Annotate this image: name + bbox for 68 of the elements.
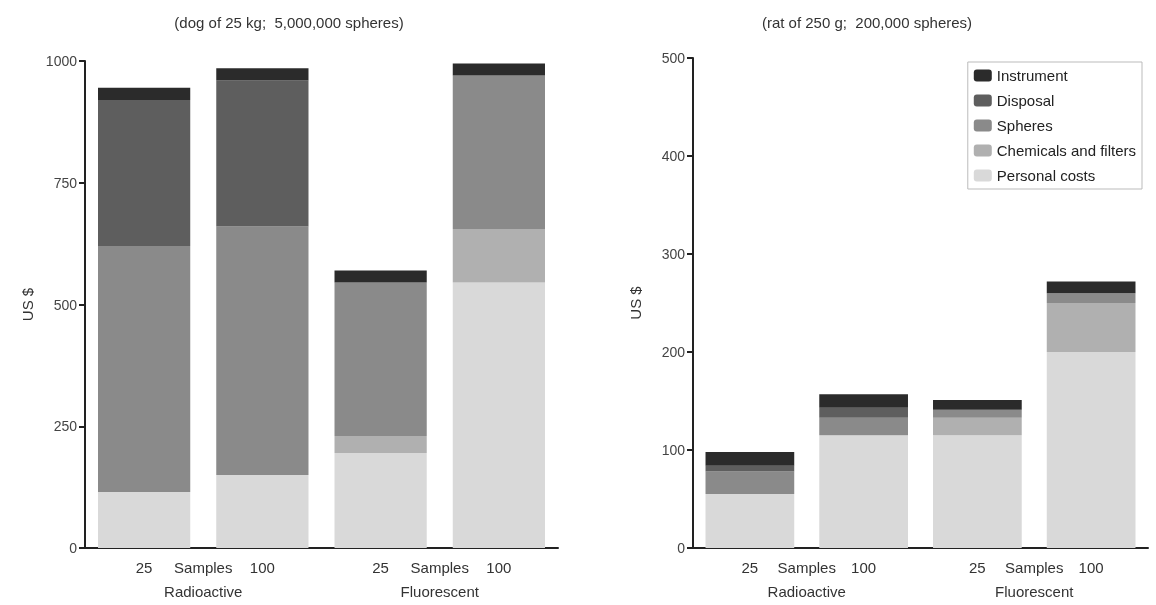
bar	[705, 494, 795, 548]
text: Radioactive	[767, 583, 846, 600]
bar	[819, 394, 908, 408]
x-tick-label: 25	[135, 559, 153, 576]
bar	[334, 435, 427, 454]
bar	[98, 492, 191, 548]
bar	[452, 282, 545, 548]
bar	[216, 80, 309, 227]
y-tick-label: 750	[53, 174, 78, 191]
y-tick-label: 1000	[45, 53, 78, 69]
legend-label: Chemicals and filters	[996, 142, 1136, 159]
bar	[819, 407, 908, 418]
y-tick-label: 500	[661, 50, 686, 66]
bar	[1046, 303, 1136, 352]
bar	[98, 246, 191, 492]
y-tick-label: 250	[53, 418, 78, 435]
bar	[98, 87, 191, 100]
y-tick-label: 0	[677, 540, 686, 556]
bar	[705, 451, 795, 466]
bar	[1046, 293, 1136, 303]
bar	[819, 435, 908, 548]
y-tick-label: 400	[661, 148, 686, 164]
x-tick-label: 100	[249, 559, 275, 576]
y-tick-label: 500	[53, 296, 78, 313]
text: Samples	[174, 559, 233, 576]
bar	[216, 474, 309, 548]
bar	[334, 270, 427, 283]
bar	[933, 435, 1022, 548]
bar	[216, 68, 309, 81]
y-tick-label: 300	[661, 246, 686, 262]
legend-label: Disposal	[996, 92, 1055, 109]
text: Samples	[410, 559, 469, 576]
bar	[216, 226, 309, 475]
y-axis-title: US $	[18, 287, 36, 322]
x-tick-label: 100	[851, 559, 877, 576]
bar	[705, 465, 795, 472]
bar	[933, 409, 1022, 418]
bar	[452, 63, 545, 76]
bar	[334, 453, 427, 548]
bar	[1046, 281, 1136, 294]
bar	[334, 282, 427, 436]
text: Fluorescent	[995, 583, 1075, 600]
y-tick-label: 200	[661, 344, 686, 360]
legend-label: Instrument	[996, 67, 1069, 84]
x-tick-label: 25	[372, 559, 389, 576]
y-axis-title: US $	[627, 285, 644, 320]
legend-label: Spheres	[996, 117, 1053, 134]
bar	[1046, 352, 1136, 548]
chart-title: (dog of 25 kg; 5,000,000 spheres)	[174, 14, 404, 31]
y-tick-label: 100	[661, 442, 686, 458]
chart-title: (rat of 250 g; 200,000 spheres)	[761, 14, 973, 31]
bar	[98, 99, 191, 247]
x-tick-label: 100	[486, 559, 512, 576]
bar	[452, 75, 545, 230]
text: Samples	[777, 559, 836, 576]
bar	[933, 417, 1022, 436]
text: Samples	[1005, 559, 1064, 576]
x-tick-label: 25	[741, 559, 759, 576]
text: Fluorescent	[400, 583, 480, 600]
bar	[452, 229, 545, 283]
text: Radioactive	[164, 583, 243, 600]
bar	[705, 471, 795, 495]
x-tick-label: 100	[1078, 559, 1104, 576]
bar	[819, 417, 908, 436]
legend-label: Personal costs	[996, 167, 1096, 184]
x-tick-label: 25	[969, 559, 986, 576]
y-tick-label: 0	[69, 540, 78, 556]
bar	[933, 400, 1022, 410]
